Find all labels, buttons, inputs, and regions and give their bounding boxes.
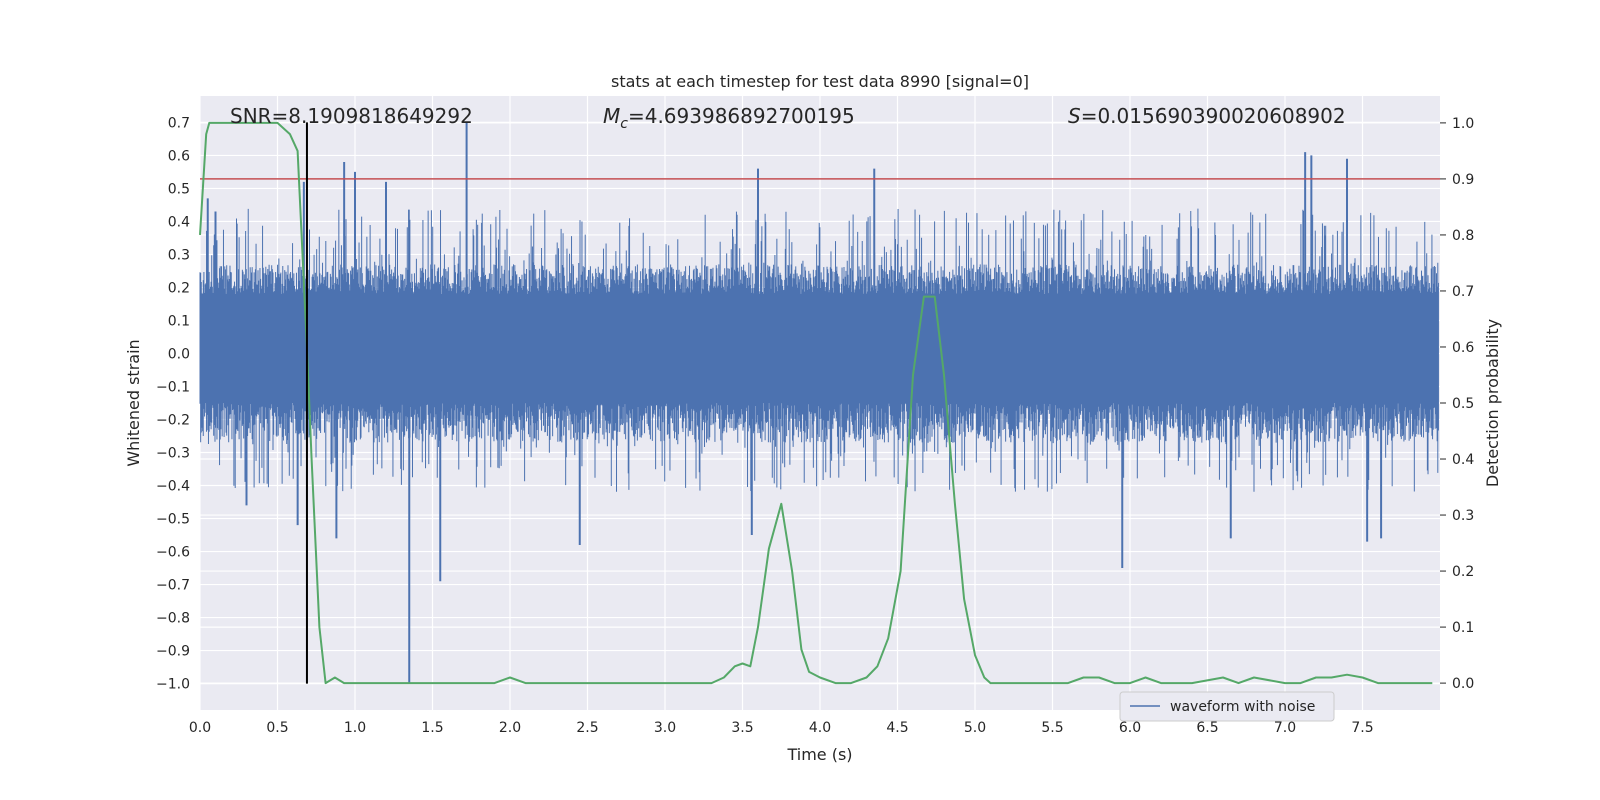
y-left-tick-label: 0.1 (168, 313, 190, 329)
chirp-mass-annotation: Mc=4.693986892700195 (603, 104, 855, 132)
snr-annotation: SNR=8.1909818649292 (230, 104, 473, 128)
y-right-tick-label: 0.0 (1452, 676, 1474, 692)
y-left-tick-label: −0.9 (156, 644, 190, 660)
x-tick-label: 6.0 (1119, 720, 1141, 736)
y-left-tick-label: 0.3 (168, 247, 190, 263)
x-tick-label: 2.0 (499, 720, 521, 736)
legend-box (1119, 691, 1335, 722)
x-tick-label: 5.0 (964, 720, 986, 736)
y-left-tick-label: −0.1 (156, 379, 190, 395)
y-left-tick-label: −0.7 (156, 578, 190, 594)
x-axis: 0.0 0.5 1.0 1.5 2.0 2.5 3.0 3.5 4.0 4.5 5.0 5.5 6.0 6… (189, 720, 1374, 736)
y-axis-left-label: Whitened strain (124, 339, 143, 466)
legend-label-waveform: waveform with noise (1170, 699, 1315, 715)
y-axis-left: 0.7 0.6 0.5 0.4 0.3 0.2 0.1 0.0 −0.1 −0.2 −0.3 −0.4… (156, 115, 190, 692)
s-annotation: S=0.015690390020608902 (1068, 104, 1346, 128)
y-right-tick-label: 0.4 (1452, 452, 1474, 468)
legend: waveform with noise (1119, 691, 1335, 722)
x-tick-label: 1.0 (344, 720, 366, 736)
s-value: =0.015690390020608902 (1081, 104, 1346, 128)
y-right-tick-label: 0.8 (1452, 228, 1474, 244)
y-axis-right: 1.0 0.9 0.8 0.7 0.6 0.5 0.4 0.3 0.2 0.1 0.0 (1440, 116, 1474, 692)
y-left-tick-label: 0.4 (168, 214, 190, 230)
x-tick-label: 3.0 (654, 720, 676, 736)
y-left-tick-label: 0.2 (168, 280, 190, 296)
y-right-tick-label: 0.2 (1452, 564, 1474, 580)
x-tick-label: 4.0 (809, 720, 831, 736)
y-right-tick-label: 1.0 (1452, 116, 1474, 132)
y-right-tick-label: 0.9 (1452, 172, 1474, 188)
y-left-tick-label: −0.5 (156, 512, 190, 528)
y-left-tick-label: 0.5 (168, 181, 190, 197)
y-left-tick-label: −1.0 (156, 677, 190, 693)
y-left-tick-label: 0.7 (168, 115, 190, 131)
y-right-tick-label: 0.6 (1452, 340, 1474, 356)
x-tick-label: 4.5 (886, 720, 908, 736)
x-axis-label: Time (s) (786, 745, 852, 764)
chirp-mass-subscript: c (620, 116, 628, 132)
y-right-tick-label: 0.5 (1452, 396, 1474, 412)
x-tick-label: 3.5 (731, 720, 753, 736)
x-tick-label: 0.0 (189, 720, 211, 736)
chirp-mass-value: =4.693986892700195 (628, 104, 855, 128)
chart-title: stats at each timestep for test data 899… (611, 72, 1029, 91)
detection-probability-line (199, 121, 1433, 685)
y-left-tick-label: −0.6 (156, 545, 190, 561)
x-tick-label: 7.0 (1274, 720, 1296, 736)
x-tick-label: 6.5 (1196, 720, 1218, 736)
y-right-tick-label: 0.1 (1452, 620, 1474, 636)
x-tick-label: 2.5 (576, 720, 598, 736)
y-left-tick-label: −0.4 (156, 479, 190, 495)
y-right-tick-label: 0.3 (1452, 508, 1474, 524)
y-left-tick-label: −0.2 (156, 413, 190, 429)
x-tick-label: 7.5 (1351, 720, 1373, 736)
s-symbol: S (1068, 104, 1081, 128)
x-tick-label: 0.5 (266, 720, 288, 736)
y-left-tick-label: −0.8 (156, 611, 190, 627)
x-tick-label: 1.5 (421, 720, 443, 736)
chirp-mass-symbol: M (603, 104, 620, 128)
x-tick-label: 5.5 (1041, 720, 1063, 736)
plot-content (199, 121, 1440, 685)
y-left-tick-label: −0.3 (156, 446, 190, 462)
y-right-tick-label: 0.7 (1452, 284, 1474, 300)
y-axis-right-label: Detection probability (1483, 319, 1502, 487)
y-left-tick-label: 0.6 (168, 148, 190, 164)
y-left-tick-label: 0.0 (168, 346, 190, 362)
